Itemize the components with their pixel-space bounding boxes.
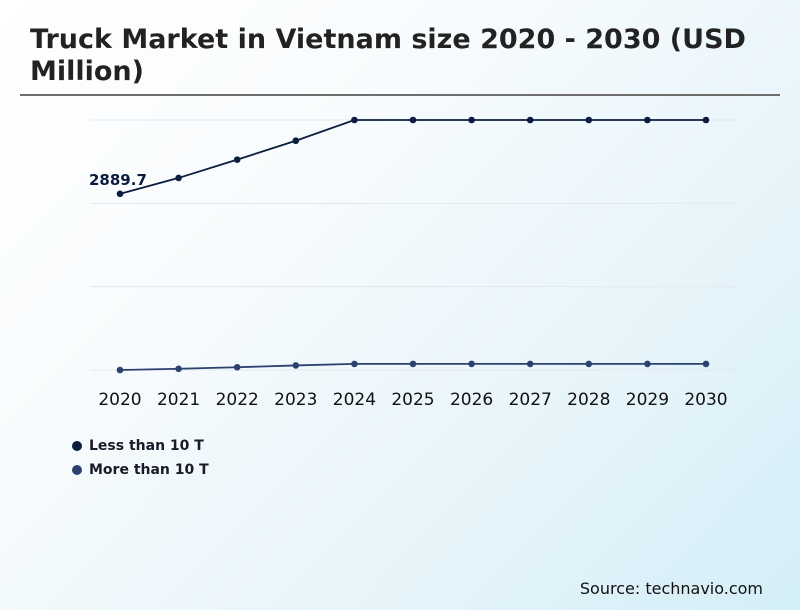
data-point: [702, 116, 710, 124]
x-tick-label: 2024: [333, 390, 376, 410]
data-point: [409, 116, 417, 124]
data-point: [292, 362, 300, 369]
data-point: [585, 360, 593, 368]
legend-item-less-than-10t[interactable]: Less than 10 T: [72, 434, 209, 458]
data-label: 2889.7: [89, 171, 147, 189]
data-point: [292, 137, 300, 145]
data-point: [644, 116, 651, 124]
data-point: [233, 156, 241, 163]
x-tick-label: 2029: [626, 390, 669, 410]
x-tick-label: 2021: [157, 390, 200, 410]
data-point: [116, 190, 124, 198]
data-point: [526, 360, 534, 368]
data-point: [702, 360, 710, 368]
x-tick-label: 2025: [391, 390, 434, 410]
legend: Less than 10 T More than 10 T: [72, 434, 209, 482]
x-tick-label: 2030: [684, 390, 727, 410]
legend-label: More than 10 T: [89, 462, 209, 478]
x-tick-label: 2022: [216, 390, 259, 410]
title-divider: [20, 94, 780, 96]
x-tick-label: 2026: [450, 390, 493, 410]
data-point: [351, 116, 358, 124]
legend-label: Less than 10 T: [89, 438, 204, 454]
series-line-0: [119, 119, 706, 195]
legend-item-more-than-10t[interactable]: More than 10 T: [72, 458, 209, 482]
data-point: [409, 360, 417, 368]
data-point: [468, 360, 475, 368]
data-point: [351, 360, 358, 368]
chart-title: Truck Market in Vietnam size 2020 - 2030…: [30, 24, 746, 87]
data-point: [175, 365, 182, 373]
data-point: [644, 360, 651, 368]
data-point: [233, 363, 241, 371]
x-tick-label: 2028: [567, 390, 610, 410]
data-point: [116, 366, 124, 374]
source-credit: Source: technavio.com: [579, 579, 763, 598]
data-point: [526, 116, 534, 124]
x-tick-label: 2023: [274, 390, 317, 410]
data-point: [468, 116, 475, 124]
legend-marker-more-than-10t: [72, 465, 82, 475]
x-tick-label: 2020: [98, 390, 141, 410]
data-point: [585, 116, 593, 124]
data-point: [175, 174, 182, 182]
legend-marker-less-than-10t: [72, 441, 82, 451]
x-tick-label: 2027: [509, 390, 552, 410]
